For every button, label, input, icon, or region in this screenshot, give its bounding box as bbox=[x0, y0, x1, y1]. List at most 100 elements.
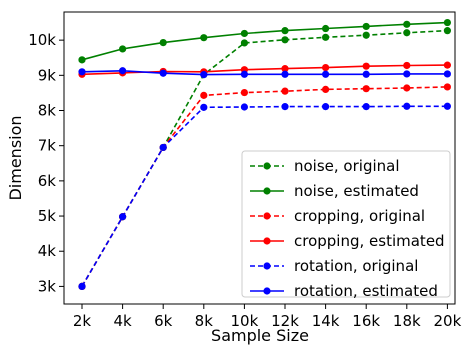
data-point bbox=[362, 70, 370, 78]
x-tick-label: 14k bbox=[312, 312, 340, 330]
data-point bbox=[443, 27, 451, 35]
legend-swatch-marker bbox=[263, 237, 271, 245]
data-point bbox=[281, 103, 289, 111]
data-point bbox=[240, 103, 248, 111]
legend-swatch-marker bbox=[263, 212, 271, 220]
legend-swatch-marker bbox=[263, 262, 271, 270]
data-point bbox=[159, 143, 167, 152]
data-point bbox=[322, 103, 330, 111]
legend-label: noise, original bbox=[294, 157, 400, 175]
legend-frame bbox=[241, 150, 451, 298]
data-point bbox=[443, 83, 451, 91]
series-rotation-estimated bbox=[78, 67, 451, 79]
legend-item: cropping, estimated bbox=[250, 232, 445, 250]
data-point bbox=[322, 33, 330, 41]
data-point bbox=[443, 61, 451, 69]
data-point bbox=[240, 88, 248, 97]
data-point bbox=[362, 62, 370, 70]
data-point bbox=[119, 45, 127, 53]
data-point bbox=[403, 29, 411, 37]
x-tick-label: 12k bbox=[271, 312, 299, 330]
legend-label: noise, estimated bbox=[294, 182, 419, 200]
series-layer bbox=[78, 18, 451, 291]
legend-label: rotation, estimated bbox=[294, 282, 438, 300]
legend-label: cropping, estimated bbox=[294, 232, 445, 250]
data-point bbox=[403, 102, 411, 110]
y-tick-label: 6k bbox=[38, 172, 57, 190]
x-tick-label: 20k bbox=[434, 312, 462, 330]
data-point bbox=[443, 102, 451, 110]
data-point bbox=[200, 103, 208, 111]
data-point bbox=[443, 70, 451, 78]
data-point bbox=[240, 29, 248, 38]
data-point bbox=[240, 70, 248, 78]
data-point bbox=[362, 31, 370, 39]
x-axis: 2k 4k 6k 8k 10k 12k 14k 16k 18k 20k bbox=[73, 304, 462, 330]
x-tick-label: 18k bbox=[393, 312, 421, 330]
data-point bbox=[200, 91, 208, 99]
data-point bbox=[281, 27, 289, 35]
series-line bbox=[81, 21, 448, 61]
data-point bbox=[322, 24, 330, 33]
data-point bbox=[240, 39, 248, 47]
series-line bbox=[81, 105, 448, 287]
data-point bbox=[322, 85, 330, 93]
y-tick-label: 3k bbox=[38, 277, 57, 295]
data-point bbox=[159, 69, 167, 77]
data-point bbox=[78, 282, 86, 291]
data-point bbox=[403, 61, 411, 70]
legend-label: cropping, original bbox=[294, 207, 425, 225]
y-tick-label: 5k bbox=[38, 207, 57, 225]
legend-item: noise, original bbox=[250, 157, 400, 175]
x-tick-label: 16k bbox=[352, 312, 380, 330]
data-point bbox=[362, 103, 370, 111]
y-tick-label: 7k bbox=[38, 137, 57, 155]
y-tick-label: 8k bbox=[38, 102, 57, 120]
y-tick-label: 9k bbox=[38, 66, 57, 84]
legend-item: rotation, estimated bbox=[250, 282, 438, 300]
data-point bbox=[362, 22, 370, 31]
series-rotation-original bbox=[78, 102, 451, 291]
data-point bbox=[281, 87, 289, 95]
x-tick-label: 2k bbox=[73, 312, 92, 330]
data-point bbox=[281, 70, 289, 78]
data-point bbox=[78, 56, 86, 64]
legend-item: rotation, original bbox=[250, 257, 418, 275]
legend-item: noise, estimated bbox=[250, 182, 419, 200]
plot-area bbox=[63, 11, 456, 305]
legend: noise, original noise, estimated cropping,… bbox=[241, 150, 451, 300]
data-point bbox=[443, 18, 451, 27]
legend-swatch-marker bbox=[263, 287, 271, 295]
data-point bbox=[119, 213, 127, 221]
y-tick-label: 4k bbox=[38, 242, 57, 260]
legend-label: rotation, original bbox=[294, 257, 418, 275]
data-point bbox=[362, 85, 370, 93]
y-tick-label: 10k bbox=[28, 31, 56, 49]
data-point bbox=[200, 71, 208, 79]
data-point bbox=[403, 84, 411, 92]
data-point bbox=[159, 39, 167, 47]
x-axis-label: Sample Size bbox=[211, 326, 309, 345]
legend-swatch-marker bbox=[263, 162, 271, 170]
x-tick-label: 10k bbox=[231, 312, 259, 330]
data-point bbox=[281, 36, 289, 44]
x-tick-label: 6k bbox=[154, 312, 173, 330]
data-point bbox=[403, 70, 411, 78]
data-point bbox=[78, 68, 86, 76]
data-point bbox=[119, 67, 127, 75]
data-point bbox=[281, 65, 289, 73]
data-point bbox=[322, 70, 330, 78]
y-axis: 3k 4k 5k 6k 7k 8k 9k 10k bbox=[28, 31, 64, 295]
series-cropping-estimated bbox=[78, 61, 451, 78]
y-axis-label: Dimension bbox=[6, 115, 25, 200]
data-point bbox=[200, 34, 208, 42]
legend-swatch-marker bbox=[263, 187, 271, 195]
plot-frame bbox=[63, 11, 456, 305]
x-tick-label: 4k bbox=[113, 312, 132, 330]
series-line bbox=[81, 64, 448, 76]
series-line bbox=[81, 69, 448, 76]
series-noise-estimated bbox=[78, 18, 451, 64]
data-point bbox=[403, 20, 411, 28]
x-tick-label: 8k bbox=[195, 312, 214, 330]
